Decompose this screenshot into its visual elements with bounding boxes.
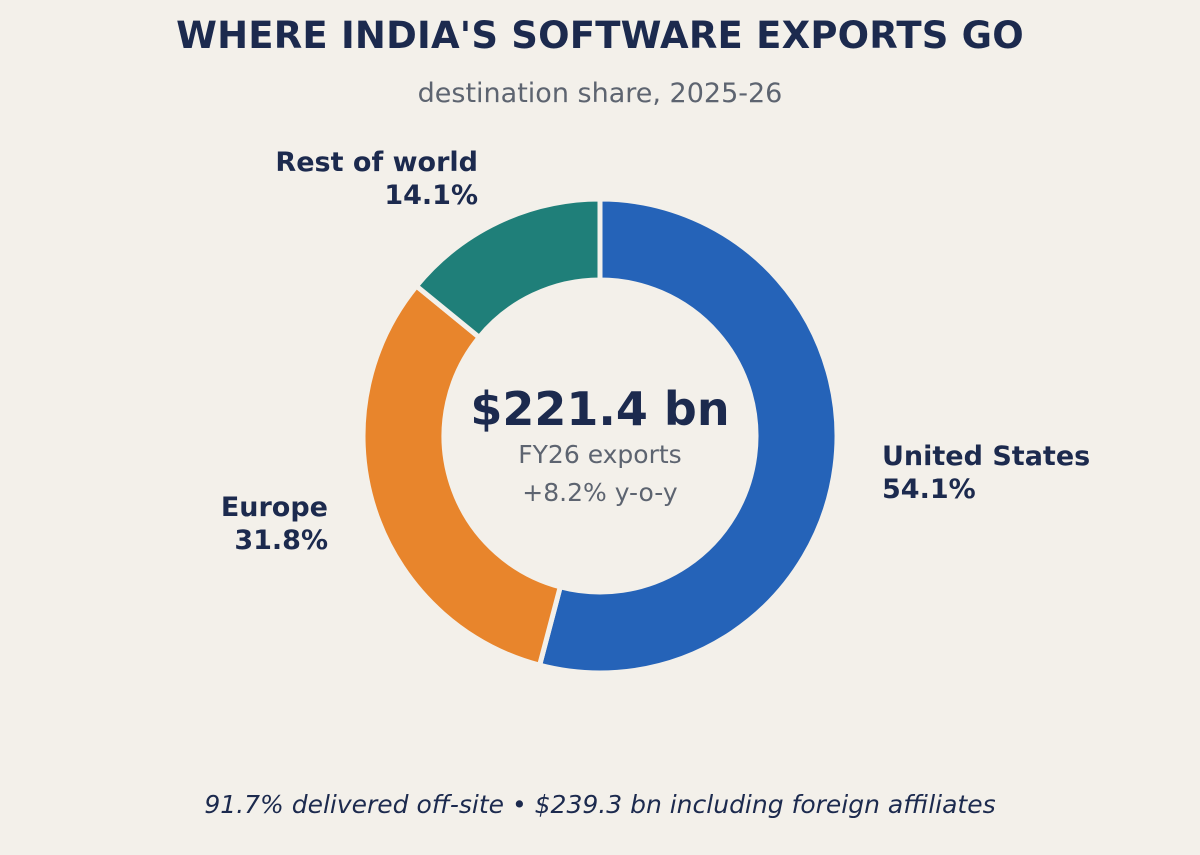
- slice-label-united-states: United States 54.1%: [882, 440, 1090, 506]
- footnote: 91.7% delivered off-site • $239.3 bn inc…: [204, 790, 996, 819]
- chart-subtitle: destination share, 2025-26: [417, 78, 783, 109]
- slice-name-rest-of-world: Rest of world: [275, 147, 478, 178]
- slice-name-united-states: United States: [882, 441, 1091, 472]
- slice-rest-of-world: [412, 196, 603, 341]
- slice-united-states: [536, 196, 840, 676]
- slice-value-united-states: 54.1%: [882, 474, 976, 505]
- slice-name-europe: Europe: [220, 492, 328, 523]
- slice-label-europe: Europe 31.8%: [221, 491, 328, 557]
- slice-value-rest-of-world: 14.1%: [384, 180, 478, 211]
- center-total: $221.4 bn: [470, 382, 730, 436]
- slice-value-europe: 31.8%: [234, 525, 328, 556]
- slice-label-rest-of-world: Rest of world 14.1%: [275, 146, 478, 212]
- center-caption: FY26 exports: [518, 440, 682, 469]
- chart-title: WHERE INDIA'S SOFTWARE EXPORTS GO: [176, 14, 1024, 57]
- slice-europe: [360, 282, 564, 669]
- center-growth: +8.2% y-o-y: [522, 478, 678, 507]
